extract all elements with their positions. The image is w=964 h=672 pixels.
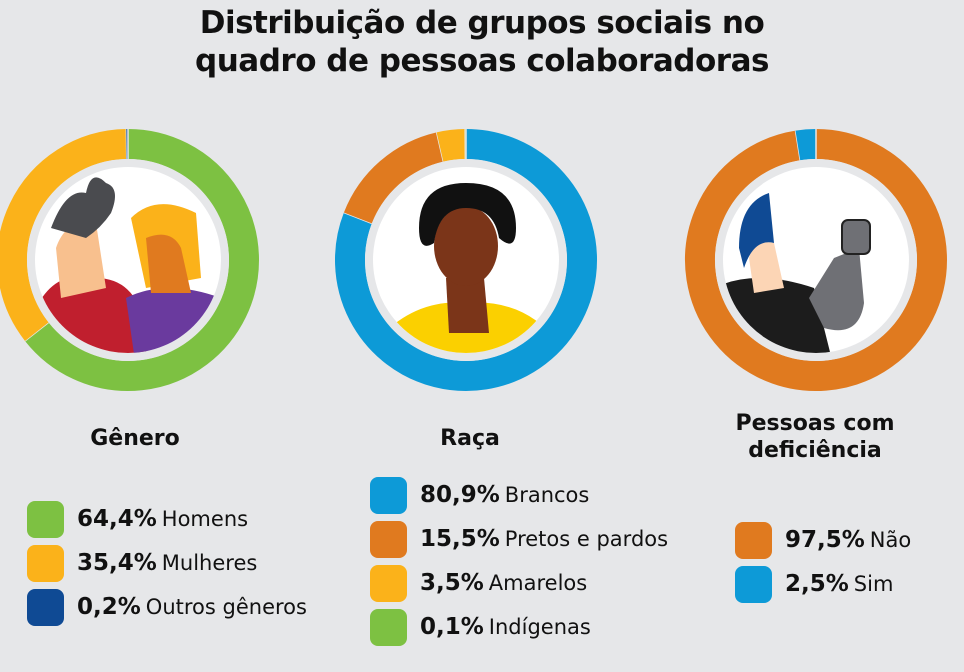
legend-swatch <box>370 476 407 514</box>
legend-name: Mulheres <box>161 551 258 575</box>
legend-name: Brancos <box>504 483 590 507</box>
illustration-genero <box>36 177 221 353</box>
legend-name: Sim <box>853 572 894 596</box>
legend-swatch <box>370 520 407 558</box>
legend-value: 3,5% <box>420 570 484 596</box>
legend-value: 35,4% <box>77 550 157 576</box>
legend-item: 97,5% Não <box>735 518 911 562</box>
label-deficiencia: Pessoas com deficiência <box>735 411 895 463</box>
legend-item: 0,2% Outros gêneros <box>27 585 307 629</box>
legend-value: 97,5% <box>785 527 865 553</box>
legend-swatch <box>27 500 64 538</box>
legend-name: Não <box>869 528 912 552</box>
slice-raca-0 <box>335 129 597 391</box>
slice-deficiencia-0 <box>685 129 947 391</box>
legend-genero: 64,4% Homens 35,4% Mulheres 0,2% Outros gêner… <box>27 497 307 629</box>
legend-deficiencia: 97,5% Não 2,5% Sim <box>735 518 911 606</box>
legend-item: 2,5% Sim <box>735 562 911 606</box>
legend-value: 0,1% <box>420 614 484 640</box>
legend-swatch <box>735 521 772 559</box>
page-title: Distribuição de grupos sociais no quadro… <box>195 5 769 79</box>
legend-item: 64,4% Homens <box>27 497 307 541</box>
legend-name: Indígenas <box>488 615 591 639</box>
legend-swatch <box>735 565 772 603</box>
legend-value: 2,5% <box>785 571 849 597</box>
donut-genero <box>0 129 259 391</box>
legend-swatch <box>27 588 64 626</box>
legend-value: 80,9% <box>420 482 500 508</box>
slice-raca-1 <box>343 132 444 224</box>
slice-genero-0 <box>25 129 259 391</box>
legend-item: 35,4% Mulheres <box>27 541 307 585</box>
slice-genero-1 <box>0 129 128 341</box>
legend-item: 0,1% Indígenas <box>370 605 668 649</box>
label-genero: Gênero <box>90 426 180 451</box>
legend-item: 80,9% Brancos <box>370 473 668 517</box>
slice-raca-2 <box>436 129 466 162</box>
legend-item: 3,5% Amarelos <box>370 561 668 605</box>
legend-name: Outros gêneros <box>145 595 307 619</box>
slice-deficiencia-1 <box>795 129 817 161</box>
legend-value: 0,2% <box>77 594 141 620</box>
donut-deficiencia <box>685 129 947 391</box>
legend-name: Pretos e pardos <box>504 527 669 551</box>
legend-name: Homens <box>161 507 249 531</box>
legend-value: 64,4% <box>77 506 157 532</box>
legend-item: 15,5% Pretos e pardos <box>370 517 668 561</box>
legend-value: 15,5% <box>420 526 500 552</box>
slice-separator <box>794 130 801 161</box>
legend-swatch <box>370 564 407 602</box>
legend-swatch <box>27 544 64 582</box>
legend-name: Amarelos <box>488 571 588 595</box>
legend-swatch <box>370 608 407 646</box>
label-raca: Raça <box>440 426 500 451</box>
legend-raca: 80,9% Brancos 15,5% Pretos e pardos 3,5% Amar… <box>370 473 668 649</box>
donut-raca <box>335 128 597 391</box>
